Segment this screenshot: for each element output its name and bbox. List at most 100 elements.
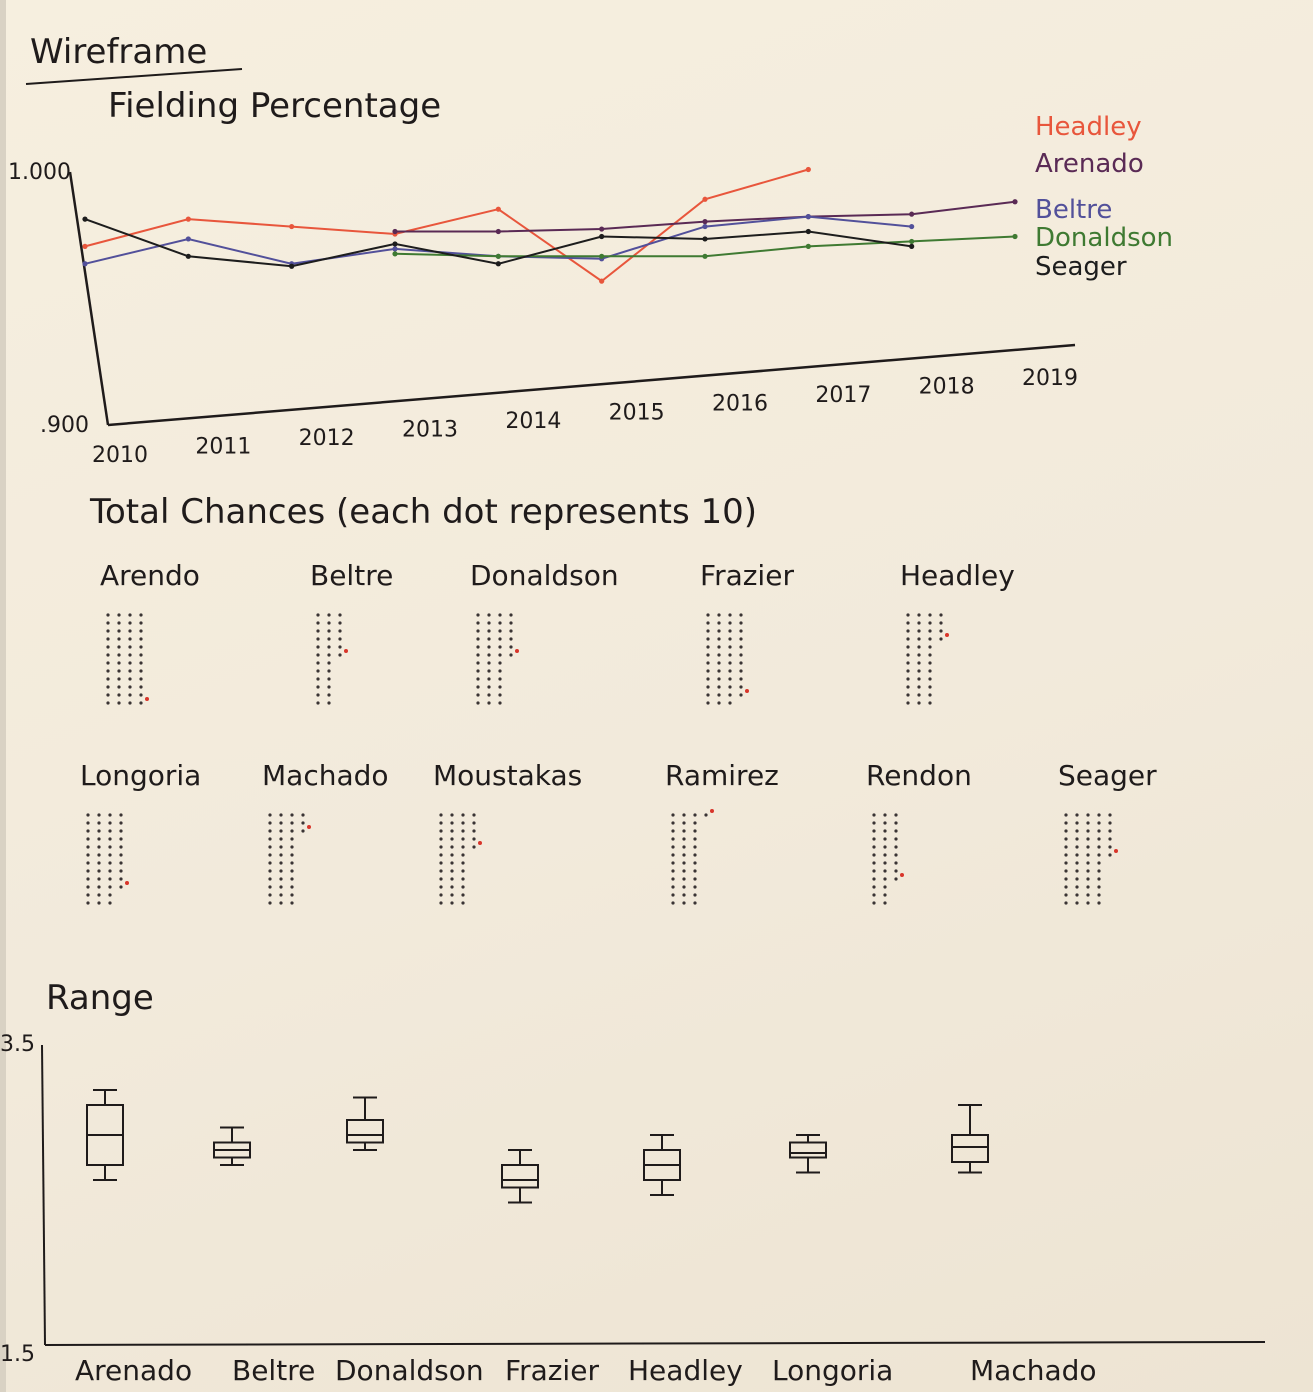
- chance-dot: [279, 861, 283, 865]
- series-line-donaldson: [394, 235, 1016, 258]
- chance-dot: [108, 861, 112, 865]
- chance-dot: [682, 893, 686, 897]
- chance-dot: [338, 653, 342, 657]
- chance-dot: [1086, 829, 1090, 833]
- chance-dot: [928, 629, 932, 633]
- chance-dot: [108, 829, 112, 833]
- chance-dot: [439, 861, 443, 865]
- range-label-arenado: Arenado: [75, 1354, 192, 1387]
- chance-dot: [106, 677, 110, 681]
- range-label-donaldson: Donaldson: [335, 1354, 484, 1387]
- chance-dot: [1108, 845, 1112, 849]
- chance-dot: [498, 669, 502, 673]
- chance-dot: [682, 853, 686, 857]
- chance-dot: [279, 885, 283, 889]
- chances-label-ramirez: Ramirez: [665, 759, 779, 792]
- chance-dot: [97, 861, 101, 865]
- chance-dot: [268, 845, 272, 849]
- chance-dot: [86, 869, 90, 873]
- chance-dot: [739, 677, 743, 681]
- chance-dot: [450, 885, 454, 889]
- chance-dot: [119, 861, 123, 865]
- chance-dot: [117, 637, 121, 641]
- x-tick-label: 2019: [1022, 366, 1078, 391]
- chance-dot-partial: [307, 825, 311, 829]
- chance-dot: [906, 693, 910, 697]
- series-line-arenado: [395, 200, 1016, 233]
- chance-dot: [671, 861, 675, 865]
- chance-dot: [316, 677, 320, 681]
- chance-dot: [939, 637, 943, 641]
- chance-dot: [728, 685, 732, 689]
- chance-dot-partial: [945, 633, 949, 637]
- chance-dot: [108, 837, 112, 841]
- chance-dot: [290, 845, 294, 849]
- chance-dot: [906, 677, 910, 681]
- x-tick-label: 2013: [402, 417, 458, 442]
- chance-dot: [717, 637, 721, 641]
- chance-dot: [894, 813, 898, 817]
- chance-dot: [139, 685, 143, 689]
- chance-dot: [498, 653, 502, 657]
- chance-dot: [338, 645, 342, 649]
- chance-dot: [717, 653, 721, 657]
- chance-dot: [487, 645, 491, 649]
- chance-dot: [461, 853, 465, 857]
- chance-dot: [917, 669, 921, 673]
- chances-label-arendo: Arendo: [100, 559, 200, 592]
- chance-dot: [461, 813, 465, 817]
- range-label-machado: Machado: [970, 1354, 1097, 1387]
- chance-dot: [461, 845, 465, 849]
- chance-dot: [128, 669, 132, 673]
- chance-dot: [671, 877, 675, 881]
- chance-dot: [119, 821, 123, 825]
- chance-dot: [671, 813, 675, 817]
- chance-dot: [268, 877, 272, 881]
- chance-dot: [268, 893, 272, 897]
- range-label-frazier: Frazier: [505, 1354, 599, 1387]
- chance-dot: [316, 621, 320, 625]
- chance-dot: [717, 701, 721, 705]
- chance-dot: [327, 677, 331, 681]
- chance-dot: [717, 677, 721, 681]
- chance-dot: [476, 645, 480, 649]
- chance-dot: [906, 701, 910, 705]
- chance-dot: [739, 669, 743, 673]
- chance-dot: [693, 821, 697, 825]
- chance-dot: [106, 613, 110, 617]
- chance-dot: [106, 661, 110, 665]
- chance-dot: [461, 901, 465, 905]
- chance-dot: [671, 893, 675, 897]
- chance-dot: [739, 645, 743, 649]
- x-tick-label: 2017: [815, 383, 871, 408]
- range-y-bottom-label: 1.5: [0, 1342, 35, 1367]
- chance-dot: [1097, 853, 1101, 857]
- chance-dot: [1075, 829, 1079, 833]
- legend-arenado: Arenado: [1035, 149, 1144, 179]
- chance-dot: [139, 613, 143, 617]
- chance-dot: [86, 853, 90, 857]
- chance-dot: [671, 829, 675, 833]
- chance-dot: [894, 869, 898, 873]
- chance-dot: [450, 877, 454, 881]
- chance-dot: [1108, 853, 1112, 857]
- chance-dot: [117, 629, 121, 633]
- chance-dot: [439, 837, 443, 841]
- chance-dot: [279, 877, 283, 881]
- range-y-axis: [41, 1044, 46, 1346]
- chance-dot: [128, 653, 132, 657]
- chance-dot: [472, 829, 476, 833]
- chance-dot: [883, 861, 887, 865]
- chance-dot: [728, 661, 732, 665]
- chance-dot: [128, 661, 132, 665]
- chance-dot: [472, 813, 476, 817]
- chance-dot: [671, 853, 675, 857]
- x-tick-label: 2011: [195, 434, 251, 459]
- chance-dot: [883, 893, 887, 897]
- chance-dot: [268, 829, 272, 833]
- chance-dot: [906, 669, 910, 673]
- chance-dot-partial: [900, 873, 904, 877]
- chance-dot: [461, 877, 465, 881]
- chance-dot: [117, 701, 121, 705]
- chances-label-moustakas: Moustakas: [433, 759, 582, 792]
